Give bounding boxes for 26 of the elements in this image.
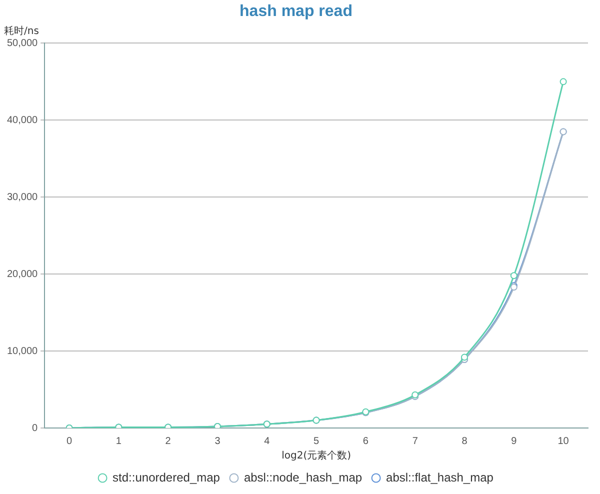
y-tick-label: 10,000 — [6, 346, 38, 357]
x-tick-label: 6 — [362, 436, 369, 447]
x-tick-label: 8 — [462, 436, 468, 447]
legend-label: absl::flat_hash_map — [386, 470, 494, 484]
y-tick-label: 20,000 — [6, 268, 38, 280]
y-tick-label: 0 — [32, 422, 38, 434]
x-tick-label: 3 — [214, 436, 221, 447]
y-axis-title: 耗时/ns — [4, 24, 39, 37]
point — [560, 78, 567, 86]
x-tick-label: 7 — [412, 436, 418, 447]
legend-label: absl::node_hash_map — [244, 470, 362, 484]
legend-label: std::unordered_map — [112, 470, 220, 484]
point — [460, 354, 468, 361]
y-tick-label: 50,000 — [6, 38, 38, 49]
point — [510, 272, 518, 280]
chart-title: hash map read — [240, 3, 352, 20]
y-tick-label: 40,000 — [6, 114, 38, 126]
x-tick-label: 2 — [165, 436, 172, 447]
x-tick-label: 4 — [264, 436, 270, 447]
x-tick-label: 5 — [314, 436, 320, 447]
x-tick-label: 1 — [116, 436, 122, 447]
x-tick-label: 10 — [558, 436, 570, 447]
x-tick-label: 0 — [66, 436, 73, 447]
x-tick-label: 9 — [511, 436, 518, 447]
y-tick-label: 30,000 — [6, 192, 38, 203]
x-axis-title: log2(元素个数) — [282, 450, 352, 462]
